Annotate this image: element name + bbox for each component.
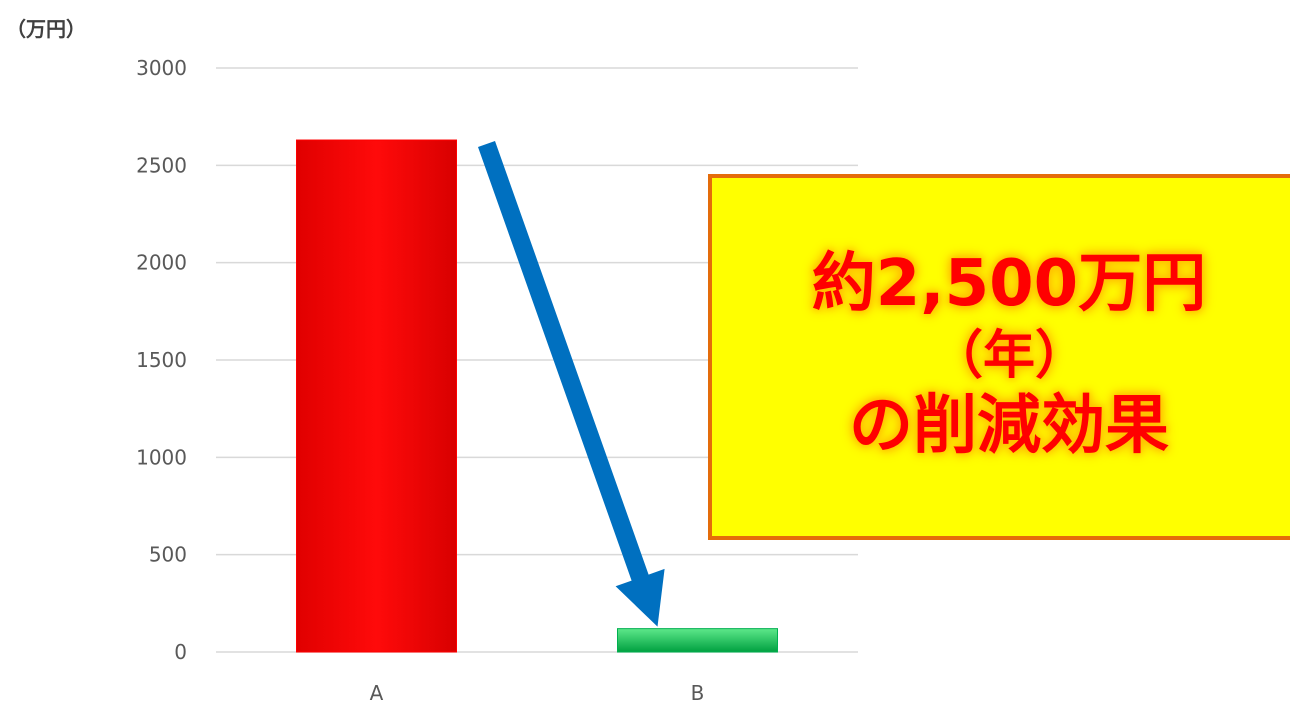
savings-callout-text: 約2,500万円 （年） の削減効果	[712, 252, 1290, 458]
y-tick-label: 3000	[136, 56, 187, 80]
y-axis-ticks: 0 500 1000 1500 2000 2500 3000	[136, 56, 187, 664]
x-tick-label: A	[370, 681, 384, 704]
savings-callout: 約2,500万円 （年） の削減効果	[708, 174, 1290, 540]
bar-a	[296, 139, 457, 653]
y-tick-label: 2000	[136, 251, 187, 275]
bars	[296, 139, 778, 653]
y-tick-label: 1000	[136, 445, 187, 469]
y-tick-label: 500	[149, 543, 187, 567]
y-tick-label: 0	[174, 640, 187, 664]
savings-amount: 約2,500万円	[811, 247, 1207, 321]
savings-description: の削減効果	[849, 389, 1169, 463]
y-tick-label: 2500	[136, 153, 187, 177]
savings-period: （年）	[930, 326, 1087, 386]
x-tick-label: B	[691, 681, 705, 704]
arrow-shape	[478, 141, 665, 627]
down-arrow-icon	[478, 141, 665, 627]
bar-b	[617, 628, 778, 653]
y-unit-label: （万円）	[6, 17, 86, 41]
y-tick-label: 1500	[136, 348, 187, 372]
